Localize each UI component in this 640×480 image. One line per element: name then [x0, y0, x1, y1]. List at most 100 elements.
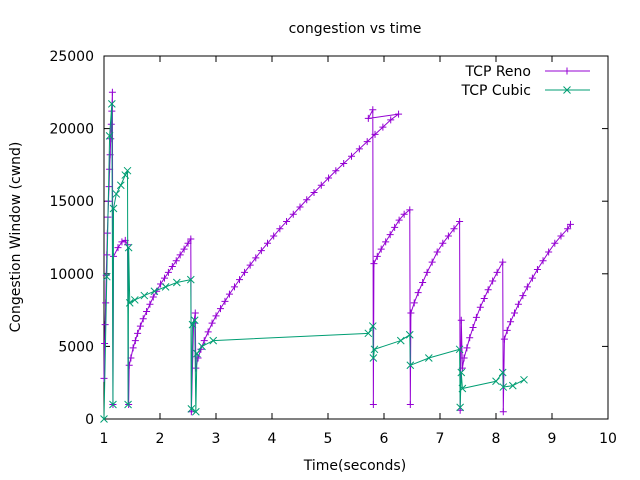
- data-point-tcp-cubic: [396, 336, 405, 345]
- data-point-tcp-reno: [476, 303, 484, 311]
- data-point-tcp-reno: [528, 274, 536, 282]
- data-point-tcp-reno: [480, 294, 488, 302]
- data-point-tcp-reno: [523, 283, 531, 291]
- data-point-tcp-reno: [221, 297, 229, 305]
- data-point-tcp-cubic: [150, 287, 159, 296]
- data-point-tcp-reno: [369, 400, 377, 408]
- chart-title: congestion vs time: [289, 21, 422, 37]
- data-point-tcp-cubic: [406, 361, 415, 370]
- y-axis-title: Congestion Window (cwnd): [8, 142, 24, 333]
- data-point-tcp-cubic: [130, 296, 139, 304]
- data-point-tcp-reno: [101, 321, 109, 329]
- data-point-tcp-reno: [134, 329, 142, 337]
- data-point-tcp-reno: [176, 251, 184, 259]
- data-point-tcp-reno: [230, 283, 238, 291]
- data-point-tcp-reno: [118, 238, 126, 246]
- y-tick-label: 25000: [49, 49, 94, 65]
- data-point-tcp-reno: [236, 276, 244, 284]
- data-point-tcp-reno: [168, 263, 176, 271]
- data-point-tcp-reno: [423, 268, 431, 276]
- data-point-tcp-reno: [114, 244, 122, 252]
- data-point-tcp-cubic: [508, 381, 517, 390]
- x-tick-label: 10: [599, 431, 617, 447]
- data-point-tcp-cubic: [124, 243, 133, 252]
- data-point-tcp-reno: [407, 309, 415, 317]
- x-tick-label: 9: [548, 431, 557, 447]
- data-point-tcp-cubic: [109, 400, 117, 409]
- series-tcp-cubic: [100, 100, 528, 423]
- data-point-tcp-reno: [270, 232, 278, 240]
- data-point-tcp-reno: [225, 290, 233, 298]
- data-point-tcp-reno: [564, 225, 572, 233]
- data-point-tcp-reno: [149, 293, 157, 301]
- x-tick-label: 3: [212, 431, 221, 447]
- y-tick-label: 5000: [58, 339, 94, 355]
- data-point-tcp-reno: [456, 218, 464, 226]
- data-point-tcp-reno: [216, 305, 224, 313]
- data-point-tcp-reno: [377, 245, 385, 253]
- data-point-tcp-cubic: [107, 100, 116, 108]
- data-point-tcp-cubic: [100, 415, 108, 423]
- data-point-tcp-reno: [184, 239, 192, 247]
- data-point-tcp-cubic: [499, 383, 508, 391]
- data-point-tcp-reno: [172, 257, 180, 265]
- legend-marker-tcp-reno: [563, 67, 571, 75]
- data-point-tcp-reno: [129, 344, 137, 352]
- data-point-tcp-reno: [373, 252, 381, 260]
- data-point-tcp-cubic: [455, 345, 464, 354]
- data-point-tcp-reno: [519, 292, 527, 300]
- data-point-tcp-reno: [139, 315, 147, 323]
- series-layer: [100, 88, 574, 423]
- data-point-tcp-reno: [136, 322, 144, 330]
- data-point-tcp-cubic: [457, 368, 466, 377]
- data-point-tcp-cubic: [172, 278, 181, 287]
- data-point-tcp-reno: [419, 279, 427, 287]
- data-point-tcp-reno: [391, 223, 399, 231]
- data-point-tcp-reno: [283, 218, 291, 226]
- data-point-tcp-reno: [450, 225, 458, 233]
- data-point-tcp-cubic: [121, 171, 130, 179]
- data-point-tcp-reno: [355, 145, 363, 153]
- data-point-tcp-reno: [125, 361, 133, 369]
- data-point-tcp-reno: [400, 210, 408, 218]
- data-point-tcp-reno: [410, 299, 418, 307]
- data-point-tcp-cubic: [105, 132, 114, 140]
- data-point-tcp-reno: [363, 138, 371, 146]
- data-point-tcp-reno: [500, 335, 508, 343]
- x-tick-label: 1: [100, 431, 109, 447]
- data-point-tcp-reno: [444, 232, 452, 240]
- x-axis-title: Time(seconds): [303, 458, 406, 474]
- data-point-tcp-cubic: [209, 336, 218, 345]
- data-point-tcp-reno: [296, 203, 304, 211]
- x-tick-label: 8: [492, 431, 501, 447]
- data-point-tcp-reno: [191, 309, 199, 317]
- data-point-tcp-cubic: [520, 375, 528, 384]
- data-point-tcp-cubic: [112, 190, 121, 198]
- legend-label-tcp-cubic: TCP Cubic: [460, 83, 531, 99]
- data-point-tcp-reno: [533, 265, 541, 273]
- data-point-tcp-cubic: [370, 345, 379, 354]
- data-point-tcp-reno: [107, 120, 115, 128]
- data-point-tcp-reno: [472, 313, 480, 321]
- data-point-tcp-reno: [439, 239, 447, 247]
- data-point-tcp-reno: [180, 245, 188, 253]
- data-point-tcp-reno: [194, 354, 202, 362]
- data-point-tcp-reno: [379, 123, 387, 131]
- data-point-tcp-cubic: [498, 368, 507, 377]
- data-point-tcp-reno: [204, 328, 212, 336]
- data-point-tcp-reno: [241, 268, 249, 276]
- data-point-tcp-cubic: [456, 403, 465, 412]
- data-point-tcp-reno: [514, 300, 522, 308]
- data-point-tcp-cubic: [140, 291, 149, 300]
- data-point-tcp-reno: [387, 116, 395, 124]
- legend: TCP Reno TCP Cubic: [460, 64, 590, 99]
- data-point-tcp-reno: [317, 181, 325, 189]
- data-point-tcp-reno: [325, 174, 333, 182]
- data-point-tcp-reno: [428, 258, 436, 266]
- data-point-tcp-cubic: [109, 204, 118, 213]
- data-point-tcp-reno: [348, 152, 356, 160]
- data-point-tcp-cubic: [492, 377, 500, 386]
- data-point-tcp-cubic: [186, 275, 195, 284]
- x-tick-label: 4: [268, 431, 277, 447]
- data-point-tcp-reno: [469, 324, 477, 332]
